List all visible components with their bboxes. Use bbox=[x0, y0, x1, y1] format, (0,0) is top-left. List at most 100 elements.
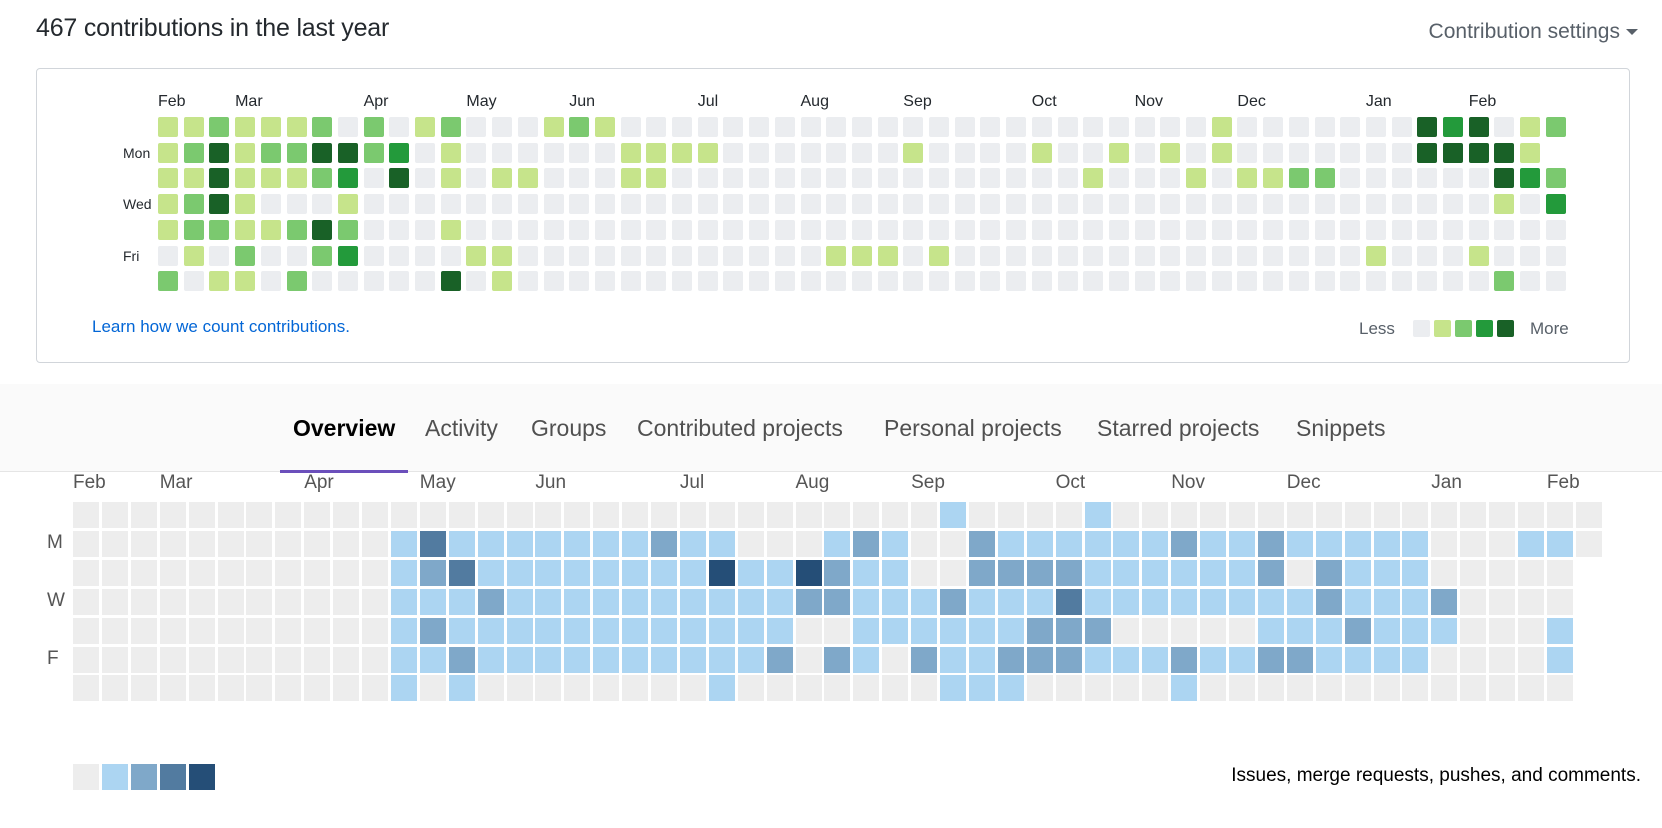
contribution-day-cell[interactable] bbox=[312, 271, 333, 292]
activity-day-cell[interactable] bbox=[188, 530, 215, 557]
activity-day-cell[interactable] bbox=[911, 530, 938, 557]
contribution-day-cell[interactable] bbox=[1417, 245, 1438, 266]
activity-day-cell[interactable] bbox=[246, 559, 273, 586]
contribution-day-cell[interactable] bbox=[1443, 271, 1463, 292]
activity-day-cell[interactable] bbox=[766, 559, 793, 586]
activity-day-cell[interactable] bbox=[853, 588, 880, 615]
contribution-day-cell[interactable] bbox=[800, 142, 821, 163]
activity-day-cell[interactable] bbox=[795, 588, 822, 615]
activity-day-cell[interactable] bbox=[1229, 646, 1255, 673]
activity-day-cell[interactable] bbox=[362, 675, 388, 702]
activity-day-cell[interactable] bbox=[1460, 646, 1487, 673]
contribution-day-cell[interactable] bbox=[183, 117, 204, 137]
contribution-day-cell[interactable] bbox=[260, 194, 281, 215]
activity-day-cell[interactable] bbox=[1286, 646, 1313, 673]
activity-day-cell[interactable] bbox=[1171, 502, 1198, 528]
contribution-day-cell[interactable] bbox=[1108, 219, 1129, 240]
activity-day-cell[interactable] bbox=[1518, 617, 1544, 644]
contribution-day-cell[interactable] bbox=[672, 142, 692, 163]
contribution-day-cell[interactable] bbox=[1417, 194, 1438, 215]
contribution-day-cell[interactable] bbox=[903, 271, 924, 292]
contribution-day-cell[interactable] bbox=[1006, 245, 1027, 266]
activity-day-cell[interactable] bbox=[1055, 559, 1082, 586]
contribution-day-cell[interactable] bbox=[1288, 245, 1309, 266]
activity-day-cell[interactable] bbox=[1344, 646, 1371, 673]
contribution-day-cell[interactable] bbox=[1545, 168, 1566, 189]
contribution-day-cell[interactable] bbox=[749, 117, 770, 137]
activity-day-cell[interactable] bbox=[1286, 530, 1313, 557]
contribution-day-cell[interactable] bbox=[183, 245, 204, 266]
contribution-day-cell[interactable] bbox=[543, 271, 564, 292]
activity-day-cell[interactable] bbox=[1373, 530, 1400, 557]
activity-day-cell[interactable] bbox=[651, 502, 677, 528]
contribution-day-cell[interactable] bbox=[620, 219, 641, 240]
contribution-day-cell[interactable] bbox=[1468, 168, 1489, 189]
activity-day-cell[interactable] bbox=[1229, 617, 1255, 644]
activity-day-cell[interactable] bbox=[101, 646, 128, 673]
contribution-day-cell[interactable] bbox=[1314, 142, 1335, 163]
activity-day-cell[interactable] bbox=[535, 530, 562, 557]
contribution-day-cell[interactable] bbox=[158, 245, 178, 266]
contribution-day-cell[interactable] bbox=[1134, 117, 1155, 137]
activity-day-cell[interactable] bbox=[73, 559, 99, 586]
activity-day-cell[interactable] bbox=[622, 559, 649, 586]
activity-day-cell[interactable] bbox=[159, 559, 186, 586]
contribution-day-cell[interactable] bbox=[1391, 219, 1412, 240]
activity-day-cell[interactable] bbox=[1402, 617, 1429, 644]
activity-day-cell[interactable] bbox=[882, 530, 909, 557]
contribution-day-cell[interactable] bbox=[363, 142, 384, 163]
contribution-day-cell[interactable] bbox=[646, 271, 667, 292]
activity-day-cell[interactable] bbox=[362, 559, 388, 586]
contribution-day-cell[interactable] bbox=[1186, 142, 1206, 163]
activity-day-cell[interactable] bbox=[1084, 617, 1111, 644]
activity-day-cell[interactable] bbox=[362, 530, 388, 557]
activity-day-cell[interactable] bbox=[651, 588, 677, 615]
activity-day-cell[interactable] bbox=[1200, 675, 1227, 702]
activity-day-cell[interactable] bbox=[1257, 646, 1284, 673]
contribution-day-cell[interactable] bbox=[1186, 271, 1206, 292]
activity-day-cell[interactable] bbox=[882, 675, 909, 702]
activity-day-cell[interactable] bbox=[246, 588, 273, 615]
contribution-day-cell[interactable] bbox=[235, 194, 256, 215]
contribution-day-cell[interactable] bbox=[672, 271, 692, 292]
contribution-day-cell[interactable] bbox=[1263, 194, 1284, 215]
contribution-day-cell[interactable] bbox=[1108, 271, 1129, 292]
activity-day-cell[interactable] bbox=[853, 502, 880, 528]
activity-day-cell[interactable] bbox=[679, 530, 706, 557]
contribution-day-cell[interactable] bbox=[1365, 271, 1386, 292]
activity-day-cell[interactable] bbox=[506, 530, 533, 557]
contribution-day-cell[interactable] bbox=[877, 117, 898, 137]
contribution-day-cell[interactable] bbox=[672, 194, 692, 215]
activity-day-cell[interactable] bbox=[824, 617, 851, 644]
contribution-day-cell[interactable] bbox=[903, 245, 924, 266]
contribution-day-cell[interactable] bbox=[877, 245, 898, 266]
contribution-day-cell[interactable] bbox=[1546, 143, 1566, 163]
contribution-day-cell[interactable] bbox=[158, 117, 178, 137]
contribution-day-cell[interactable] bbox=[1263, 117, 1284, 137]
activity-day-cell[interactable] bbox=[1315, 530, 1342, 557]
contribution-day-cell[interactable] bbox=[749, 219, 770, 240]
activity-day-cell[interactable] bbox=[679, 646, 706, 673]
contribution-day-cell[interactable] bbox=[466, 194, 487, 215]
contribution-day-cell[interactable] bbox=[209, 194, 230, 215]
activity-day-cell[interactable] bbox=[73, 502, 99, 528]
contribution-day-cell[interactable] bbox=[569, 245, 590, 266]
activity-day-cell[interactable] bbox=[1315, 588, 1342, 615]
contribution-day-cell[interactable] bbox=[1006, 117, 1027, 137]
contribution-day-cell[interactable] bbox=[440, 117, 461, 137]
activity-day-cell[interactable] bbox=[1546, 502, 1573, 528]
activity-day-cell[interactable] bbox=[1489, 502, 1516, 528]
activity-day-cell[interactable] bbox=[1518, 559, 1544, 586]
activity-day-cell[interactable] bbox=[1142, 588, 1169, 615]
activity-day-cell[interactable] bbox=[997, 646, 1024, 673]
contribution-day-cell[interactable] bbox=[646, 245, 667, 266]
activity-day-cell[interactable] bbox=[1546, 646, 1573, 673]
contribution-day-cell[interactable] bbox=[980, 194, 1001, 215]
contribution-day-cell[interactable] bbox=[929, 271, 949, 292]
activity-day-cell[interactable] bbox=[1489, 617, 1516, 644]
contribution-day-cell[interactable] bbox=[1288, 117, 1309, 137]
activity-day-cell[interactable] bbox=[1026, 675, 1053, 702]
activity-day-cell[interactable] bbox=[1373, 617, 1400, 644]
contribution-day-cell[interactable] bbox=[1108, 168, 1129, 189]
contribution-day-cell[interactable] bbox=[1160, 219, 1181, 240]
